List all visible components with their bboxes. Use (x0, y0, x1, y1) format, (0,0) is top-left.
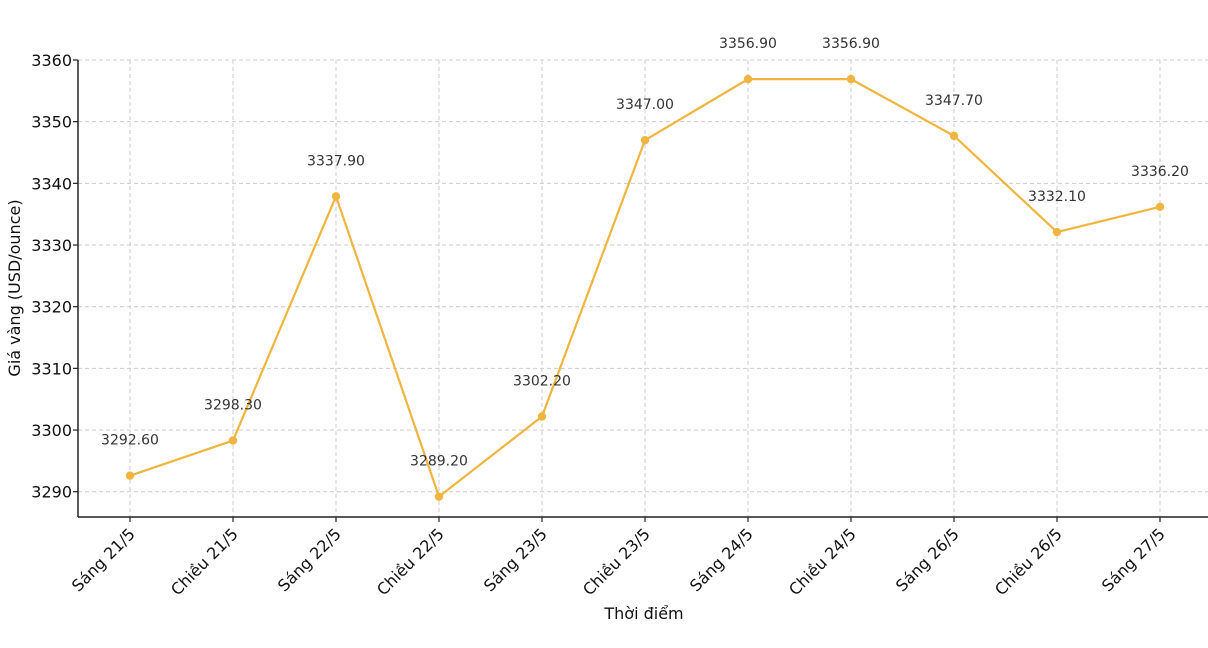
x-tick-label: Sáng 21/5 (68, 524, 139, 595)
x-tick-label: Chiều 23/5 (579, 524, 654, 599)
y-tick-label: 3320 (31, 298, 72, 317)
x-tick-label: Sáng 27/5 (1098, 524, 1169, 595)
series-layer (125, 74, 1165, 501)
y-tick-labels: 3290 3300 3310 3320 3330 3340 3350 3360 (31, 51, 78, 502)
y-tick-label: 3310 (31, 359, 72, 378)
data-label: 3336.20 (1131, 164, 1189, 180)
y-axis-title: Giá vàng (USD/ounce) (5, 199, 24, 376)
y-tick-label: 3350 (31, 113, 72, 132)
x-tick-label: Sáng 24/5 (686, 524, 757, 595)
y-tick-label: 3360 (31, 51, 72, 70)
x-axis-title: Thời điểm (603, 604, 683, 623)
data-point (743, 74, 753, 84)
x-tick-label: Chiều 21/5 (167, 524, 242, 599)
x-tick-labels: Sáng 21/5 Chiều 21/5 Sáng 22/5 Chiều 22/5 Sá… (68, 517, 1169, 599)
data-point (125, 471, 135, 480)
data-label: 3332.10 (1028, 189, 1086, 205)
data-point (640, 135, 650, 145)
x-tick-label: Sáng 26/5 (892, 524, 963, 595)
y-tick-label: 3330 (31, 236, 72, 255)
x-tick-label: Chiều 24/5 (785, 524, 860, 599)
data-point (1052, 227, 1062, 237)
y-tick-label: 3290 (31, 483, 72, 502)
grid-layer (78, 59, 1208, 517)
data-point (1155, 202, 1165, 211)
data-label: 3356.90 (822, 36, 880, 52)
data-label: 3347.70 (925, 93, 983, 109)
data-label: 3292.60 (101, 433, 159, 449)
data-labels: 3292.60 3298.30 3337.90 3289.20 3302.20 3347.… (101, 36, 1189, 470)
data-point (949, 131, 959, 141)
data-label: 3347.00 (616, 97, 674, 113)
x-tick-label: Chiều 26/5 (991, 524, 1066, 599)
data-label: 3302.20 (513, 373, 571, 389)
data-label: 3356.90 (719, 36, 777, 52)
data-point (228, 436, 238, 445)
data-point (537, 412, 547, 421)
data-point (846, 74, 856, 84)
data-label: 3298.30 (204, 398, 262, 414)
data-label: 3289.20 (410, 454, 468, 470)
y-tick-label: 3340 (31, 174, 72, 193)
x-tick-label: Sáng 23/5 (480, 524, 551, 595)
data-point (434, 492, 444, 501)
x-tick-label: Sáng 22/5 (274, 524, 345, 595)
data-point (331, 192, 341, 201)
y-tick-label: 3300 (31, 421, 72, 440)
axes-layer (77, 60, 1208, 518)
data-label: 3337.90 (307, 153, 365, 169)
x-tick-label: Chiều 22/5 (373, 524, 448, 599)
